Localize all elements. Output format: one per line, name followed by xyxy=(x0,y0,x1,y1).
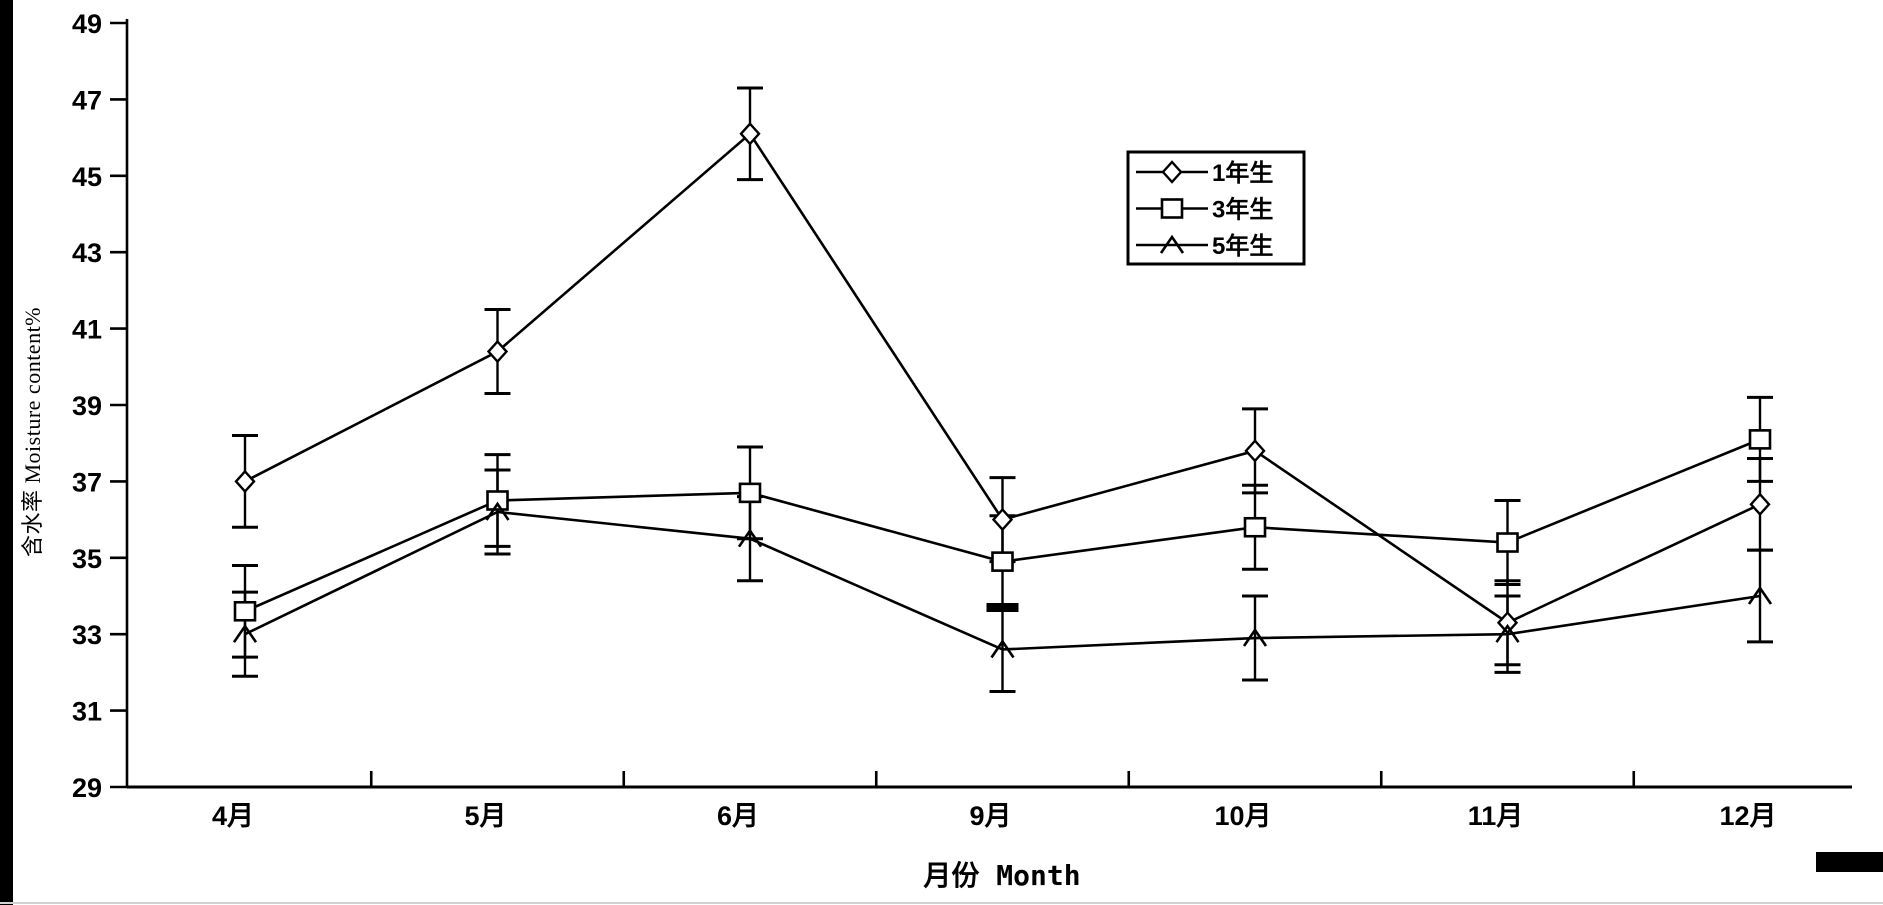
marker-caret-5年生-9月 xyxy=(990,639,1015,659)
marker-square-3年生-6月 xyxy=(738,482,762,504)
y-tick-label-39: 39 xyxy=(72,391,102,421)
x-tick-label-10月: 10月 xyxy=(1214,801,1271,831)
marker-caret-5年生-12月 xyxy=(1747,585,1773,605)
error-bars xyxy=(232,86,1773,693)
marker-caret-5年生-10月 xyxy=(1242,627,1268,647)
x-tick-label-5月: 5月 xyxy=(464,801,506,831)
legend-entry-5年生: 5年生 xyxy=(1136,232,1273,260)
y-tick-label-41: 41 xyxy=(72,315,102,345)
marker-square-3年生-5月 xyxy=(486,490,509,511)
y-tick-label-49: 49 xyxy=(72,9,102,39)
y-tick-label-37: 37 xyxy=(72,467,102,497)
y-tick-label-33: 33 xyxy=(72,620,102,650)
marker-caret-5年生-4月 xyxy=(232,623,258,643)
marker-diamond-1年生-6月 xyxy=(739,121,761,146)
x-tick-label-4月: 4月 xyxy=(212,801,254,831)
legend-entry-3年生: 3年生 xyxy=(1136,196,1273,224)
scan-artifact-bottom-line xyxy=(0,902,1883,904)
marker-diamond-1年生-9月 xyxy=(991,507,1014,532)
marker-square-3年生-11月 xyxy=(1496,532,1519,553)
scan-artifact-left-bar xyxy=(0,0,13,905)
series-markers xyxy=(232,121,1773,659)
x-tick-label-11月: 11月 xyxy=(1468,801,1524,831)
legend-marker-square xyxy=(1160,198,1184,219)
marker-square-3年生-4月 xyxy=(233,600,257,622)
axes: 29 31 33 35 37 39 41 43 45 47 49 4月 5月 6月 9月 10月 11月 12月 xyxy=(72,9,1852,831)
y-tick-label-29: 29 xyxy=(72,773,102,803)
legend-label-1年生: 1年生 xyxy=(1212,159,1273,187)
legend-entry-1年生: 1年生 xyxy=(1136,159,1273,187)
legend-label-5年生: 5年生 xyxy=(1212,232,1273,260)
y-tick-label-45: 45 xyxy=(72,162,102,192)
legend-marker-caret xyxy=(1159,234,1185,254)
marker-diamond-1年生-10月 xyxy=(1244,439,1266,463)
x-axis-title: 月份 Month xyxy=(923,859,1081,892)
marker-square-3年生-12月 xyxy=(1748,429,1772,450)
legend: 1年生 3年生 5年生 xyxy=(1126,150,1306,266)
marker-square-3年生-9月 xyxy=(991,551,1014,572)
marker-diamond-1年生-5月 xyxy=(486,339,509,364)
marker-diamond-1年生-4月 xyxy=(234,469,256,494)
scan-artifact-bottom-right-bar xyxy=(1816,852,1883,872)
legend-label-3年生: 3年生 xyxy=(1212,196,1273,224)
marker-diamond-1年生-11月 xyxy=(1496,610,1519,635)
marker-caret-5年生-11月 xyxy=(1495,623,1520,643)
marker-caret-5年生-6月 xyxy=(737,528,763,548)
y-tick-label-43: 43 xyxy=(72,238,102,268)
legend-marker-diamond xyxy=(1161,160,1183,184)
marker-diamond-1年生-12月 xyxy=(1749,492,1771,517)
x-tick-label-12月: 12月 xyxy=(1719,801,1776,831)
x-tick-label-6月: 6月 xyxy=(717,801,759,831)
y-tick-label-31: 31 xyxy=(72,697,102,727)
y-tick-label-35: 35 xyxy=(72,544,102,574)
y-tick-label-47: 47 xyxy=(72,85,102,115)
marker-square-3年生-10月 xyxy=(1243,516,1267,538)
x-tick-label-9月: 9月 xyxy=(969,801,1011,831)
marker-caret-5年生-5月 xyxy=(485,501,510,521)
